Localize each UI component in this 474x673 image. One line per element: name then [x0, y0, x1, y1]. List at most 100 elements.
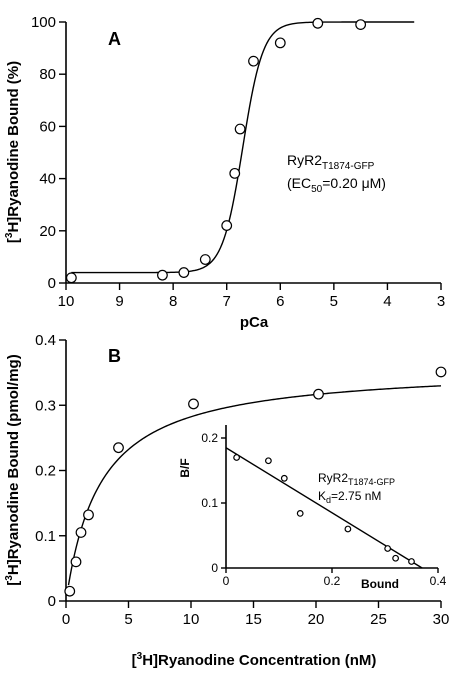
panel-b-y-tick-label: 0.4 — [35, 332, 56, 349]
inset-y-ticks: 0 0.1 0.2 — [201, 431, 226, 575]
panel-b-x-tick-label: 0 — [62, 611, 70, 628]
panel-b-y-tick-label: 0.2 — [35, 463, 56, 480]
panel-a-y-label-pre: [ — [5, 238, 22, 243]
panel-b-y-label-pre: [ — [5, 581, 22, 586]
panel-a-data-point — [248, 55, 259, 67]
inset-x-label: Bound — [361, 577, 399, 591]
panel-a-x-label: pCa — [240, 314, 269, 331]
panel-a-x-tick-label: 4 — [383, 293, 391, 310]
panel-a-y-ticks: 0 20 40 60 80 100 — [31, 14, 66, 292]
panel-a-y-label: [3H]Ryanodine Bound (%) — [4, 61, 22, 243]
inset-kd-pre: K — [318, 489, 326, 503]
panel-a-y-tick-label: 80 — [39, 66, 56, 83]
inset-data-point — [344, 525, 352, 533]
panel-b-x-tick-label: 5 — [124, 611, 132, 628]
panel-b-data-point — [83, 509, 94, 521]
panel-a-y-label-post: H]Ryanodine Bound (%) — [5, 61, 22, 233]
panel-b-x-tick-label: 20 — [308, 611, 325, 628]
inset-regression-line — [225, 447, 423, 569]
inset-data-point — [384, 545, 392, 552]
panel-a-x-tick-label: 7 — [223, 293, 231, 310]
panel-b-x-label-sup: 3 — [137, 651, 143, 662]
panel-a-x-tick-label: 8 — [169, 293, 177, 310]
inset-construct-main: RyR2 — [318, 471, 348, 485]
panel-b-x-label: [3H]Ryanodine Concentration (nM) — [132, 651, 377, 669]
panel-a-data-point — [199, 254, 211, 265]
panel-b-x-ticks: 0 5 10 15 20 25 30 — [62, 601, 450, 628]
panel-a-x-ticks: 10 9 8 7 6 5 4 3 — [58, 283, 445, 310]
panel-b-chart: B 0 5 10 15 20 25 30 00.10.20.30.4 [3H]Ryanodi… — [4, 332, 449, 669]
panel-a-y-tick-label: 60 — [39, 118, 56, 135]
panel-b-y-tick-label: 0.1 — [35, 528, 56, 545]
inset-data-point — [265, 457, 272, 465]
panel-a-ec50-post: =0.20 μM) — [322, 175, 386, 191]
panel-a-x-tick-label: 3 — [437, 293, 445, 310]
panel-a-y-tick-label: 100 — [31, 14, 56, 31]
panel-a-x-tick-label: 6 — [276, 293, 284, 310]
panel-b-x-tick-label: 15 — [245, 611, 262, 628]
inset-y-tick-label: 0.2 — [201, 431, 218, 445]
panel-b-data-point — [75, 527, 87, 538]
panel-b-y-label-sup: 3 — [4, 575, 15, 581]
panel-b-data-point — [64, 585, 76, 597]
inset-y-tick-label: 0.1 — [201, 496, 218, 510]
panel-b-inset-chart: 0 0.2 0.4 00.10.2 Bound B/F RyR2T1874-GFP … — [178, 425, 447, 591]
panel-a-data-point — [229, 167, 241, 179]
panel-a-x-tick-label: 5 — [330, 293, 338, 310]
panel-a-letter: A — [108, 29, 121, 49]
inset-data-point — [392, 554, 400, 562]
inset-construct-sub: T1874-GFP — [348, 477, 395, 487]
panel-a-data-point — [355, 19, 367, 31]
panel-b-y-tick-label: 0.3 — [35, 397, 56, 414]
panel-a-y-tick-label: 40 — [39, 171, 56, 188]
panel-a-data-point — [312, 17, 324, 29]
panel-a-y-tick-label: 20 — [39, 223, 56, 240]
panel-a-ec50-sub: 50 — [311, 184, 323, 195]
panel-a-construct-label: RyR2T1874-GFP — [287, 152, 375, 172]
panel-b-data-point — [313, 388, 324, 400]
inset-y-tick-label: 0 — [211, 561, 218, 575]
panel-b-x-tick-label: 10 — [183, 611, 200, 628]
inset-data-point — [233, 454, 241, 461]
panel-b-x-label-post: H]Ryanodine Concentration (nM) — [142, 652, 376, 669]
panel-b-x-tick-label: 30 — [433, 611, 450, 628]
panel-b-data-point — [113, 442, 124, 454]
panel-b-x-label-pre: [ — [132, 652, 137, 669]
panel-a-data-point — [178, 267, 190, 278]
inset-data-point — [296, 510, 304, 517]
inset-kd-post: =2.75 nM — [331, 489, 381, 503]
panel-a-data-points — [65, 17, 367, 284]
inset-data-points — [233, 454, 415, 565]
inset-x-tick-label: 0.4 — [430, 574, 447, 588]
inset-data-point — [280, 474, 288, 482]
panel-a-data-point — [234, 123, 246, 135]
inset-kd-label: Kd=2.75 nM — [318, 489, 381, 505]
panel-a-x-tick-label: 9 — [115, 293, 123, 310]
inset-data-point — [408, 558, 415, 565]
panel-a-ec50-pre: (EC — [287, 175, 311, 191]
panel-a-data-point — [157, 269, 168, 281]
inset-x-tick-label: 0.2 — [324, 574, 341, 588]
panel-b-x-tick-label: 25 — [370, 611, 387, 628]
panel-b-fit-curve — [67, 385, 442, 586]
panel-b-data-point — [435, 366, 447, 378]
panel-b-y-ticks: 0 0.1 0.2 0.3 0.4 — [35, 332, 66, 610]
panel-a-y-tick-label: 0 — [48, 275, 56, 292]
panel-a-x-tick-label: 10 — [58, 293, 75, 310]
inset-construct-label: RyR2T1874-GFP — [318, 471, 395, 487]
panel-b-y-label-post: H]Ryanodine Bound (pmol/mg) — [5, 354, 22, 575]
panel-b-data-points — [64, 366, 447, 597]
panel-a-construct-sub: T1874-GFP — [322, 161, 375, 172]
panel-a-ec50-label: (EC50=0.20 μM) — [287, 175, 386, 195]
panel-a-fit-curve — [71, 21, 415, 274]
inset-x-ticks: 0 0.2 0.4 — [223, 568, 447, 588]
panel-b-data-point — [188, 398, 199, 410]
panel-b-data-point — [70, 556, 82, 568]
inset-kd-sub: d — [326, 495, 331, 505]
panel-b-letter: B — [108, 346, 121, 366]
inset-x-tick-label: 0 — [223, 574, 230, 588]
panel-b-y-label: [3H]Ryanodine Bound (pmol/mg) — [4, 354, 22, 585]
panel-a-data-point — [65, 272, 77, 284]
panel-b-y-tick-label: 0 — [48, 593, 56, 610]
